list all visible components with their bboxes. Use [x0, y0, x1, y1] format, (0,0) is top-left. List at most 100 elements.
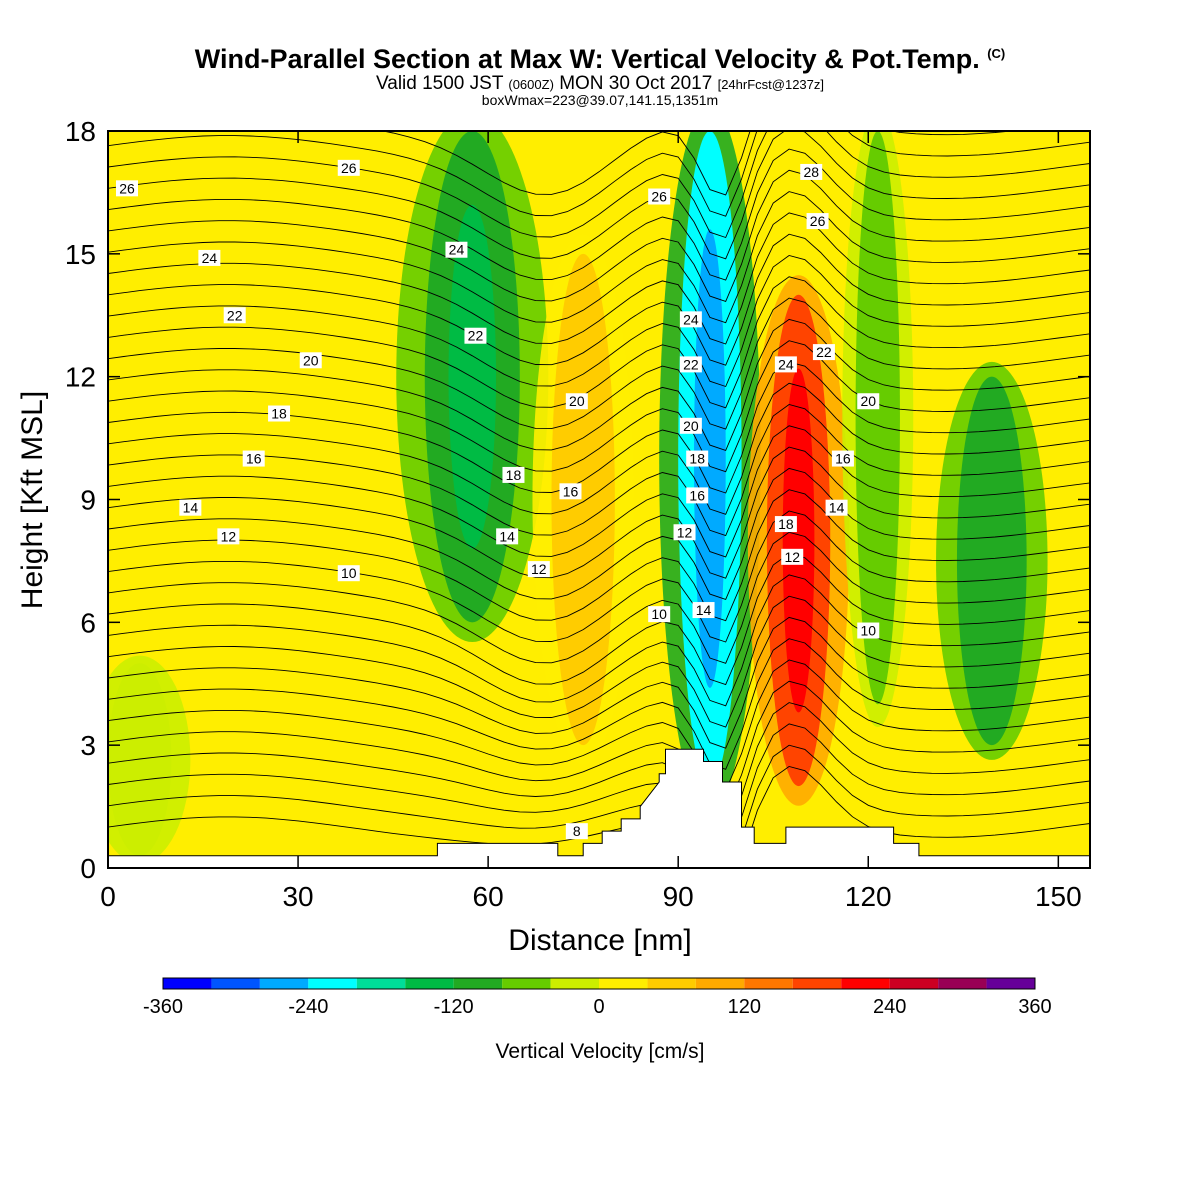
contour-label-text: 22 — [683, 356, 699, 372]
contour-label-box — [445, 241, 468, 258]
contour-label-box — [496, 528, 519, 545]
contour-label-text: 16 — [563, 483, 579, 499]
contour-label: 20 — [857, 393, 880, 410]
velocity-cell-core — [974, 431, 1010, 690]
contour-label-text: 16 — [246, 451, 262, 467]
contour-label-box — [242, 450, 265, 467]
contour-label-box — [648, 188, 671, 205]
theta-contour — [108, 212, 1090, 345]
contour-label-text: 18 — [689, 451, 705, 467]
contour-label: 10 — [337, 565, 360, 582]
contour-label-box — [337, 159, 360, 176]
velocity-cell-core — [866, 216, 889, 619]
contour-label: 12 — [217, 528, 240, 545]
contour-label-text: 20 — [683, 418, 699, 434]
theta-contour — [108, 467, 1090, 600]
x-tick-label: 150 — [1035, 881, 1082, 912]
contour-label: 24 — [679, 311, 702, 328]
contour-label-text: 28 — [803, 164, 819, 180]
colorbar-tick-label: 120 — [728, 996, 761, 1018]
contour-label-box — [825, 499, 848, 516]
contour-label: 24 — [445, 241, 468, 258]
contour-label-text: 8 — [573, 823, 581, 839]
contour-label: 24 — [774, 356, 797, 373]
contour-label-box — [781, 548, 804, 565]
contour-label: 14 — [825, 499, 848, 516]
contour-label-box — [692, 602, 715, 619]
contour-label: 14 — [496, 528, 519, 545]
x-tick-label: 0 — [100, 881, 116, 912]
colorbar-swatch — [356, 978, 406, 989]
contour-label-box — [116, 180, 139, 197]
contour-label-box — [179, 499, 202, 516]
theta-contour — [108, 595, 1090, 728]
contour-label: 16 — [686, 487, 709, 504]
x-tick-label: 120 — [845, 881, 892, 912]
colorbar-swatch — [550, 978, 599, 989]
contour-label-text: 14 — [829, 500, 845, 516]
contour-label: 20 — [299, 352, 322, 369]
contour-label: 14 — [692, 602, 715, 619]
theta-contour — [108, 276, 1090, 409]
theta-contour — [108, 510, 1090, 643]
theta-contour — [108, 574, 1090, 707]
contour-label-box — [812, 344, 835, 361]
contour-label-text: 14 — [499, 528, 515, 544]
contour-label-box — [857, 622, 880, 639]
theta-contour — [108, 659, 1090, 792]
contour-label-box — [686, 450, 709, 467]
contour-label: 8 — [565, 823, 588, 840]
contour-label-box — [217, 528, 240, 545]
theta-contour — [108, 404, 1090, 537]
contour-label: 26 — [337, 159, 360, 176]
contour-label-box — [268, 405, 291, 422]
contour-label-text: 22 — [227, 307, 243, 323]
contour-label: 26 — [648, 188, 671, 205]
y-tick-label: 15 — [65, 239, 96, 270]
contour-label-box — [679, 417, 702, 434]
theta-contour — [108, 255, 1090, 388]
colorbar-swatch — [211, 978, 260, 989]
theta-contour — [108, 489, 1090, 622]
colorbar-swatch — [792, 978, 842, 989]
contour-label-box — [679, 356, 702, 373]
theta-contour — [108, 233, 1090, 366]
contour-label-text: 10 — [651, 606, 667, 622]
contour-label-box — [464, 327, 487, 344]
contour-label-box — [565, 393, 588, 410]
contour-label-text: 12 — [677, 524, 693, 540]
colorbar-swatch — [502, 978, 551, 989]
y-axis-label: Height [Kft MSL] — [16, 391, 49, 609]
y-tick-label: 3 — [80, 730, 96, 761]
colorbar-tick-label: 360 — [1018, 996, 1051, 1018]
colorbar-swatch — [647, 978, 696, 989]
theta-contour — [108, 446, 1090, 579]
contour-label-text: 14 — [183, 500, 199, 516]
colorbar-swatch — [163, 978, 212, 989]
theta-contour — [108, 169, 1090, 302]
contour-label-text: 20 — [303, 352, 319, 368]
contour-label-text: 10 — [341, 565, 357, 581]
contour-label-box — [857, 393, 880, 410]
colorbar-tick-label: 240 — [873, 996, 906, 1018]
contour-label: 26 — [806, 213, 829, 230]
theta-contour — [380, 131, 1015, 196]
contour-label: 24 — [198, 250, 221, 266]
colorbar-swatch — [259, 978, 309, 989]
theta-contour — [108, 766, 1090, 868]
theta-contour — [108, 382, 1090, 515]
x-tick-label: 90 — [663, 881, 694, 912]
contour-label-box — [502, 466, 525, 483]
contour-label-text: 12 — [221, 528, 237, 544]
contour-label-text: 26 — [651, 189, 667, 205]
x-tick-label: 60 — [473, 881, 504, 912]
theta-contour — [108, 531, 1090, 664]
y-tick-label: 12 — [65, 362, 96, 393]
theta-contour — [108, 131, 1090, 217]
theta-contour — [108, 131, 1090, 260]
contour-label-box — [774, 356, 797, 373]
contour-label-box — [679, 311, 702, 328]
theta-contour — [108, 723, 1090, 855]
contour-label-text: 14 — [696, 602, 712, 618]
